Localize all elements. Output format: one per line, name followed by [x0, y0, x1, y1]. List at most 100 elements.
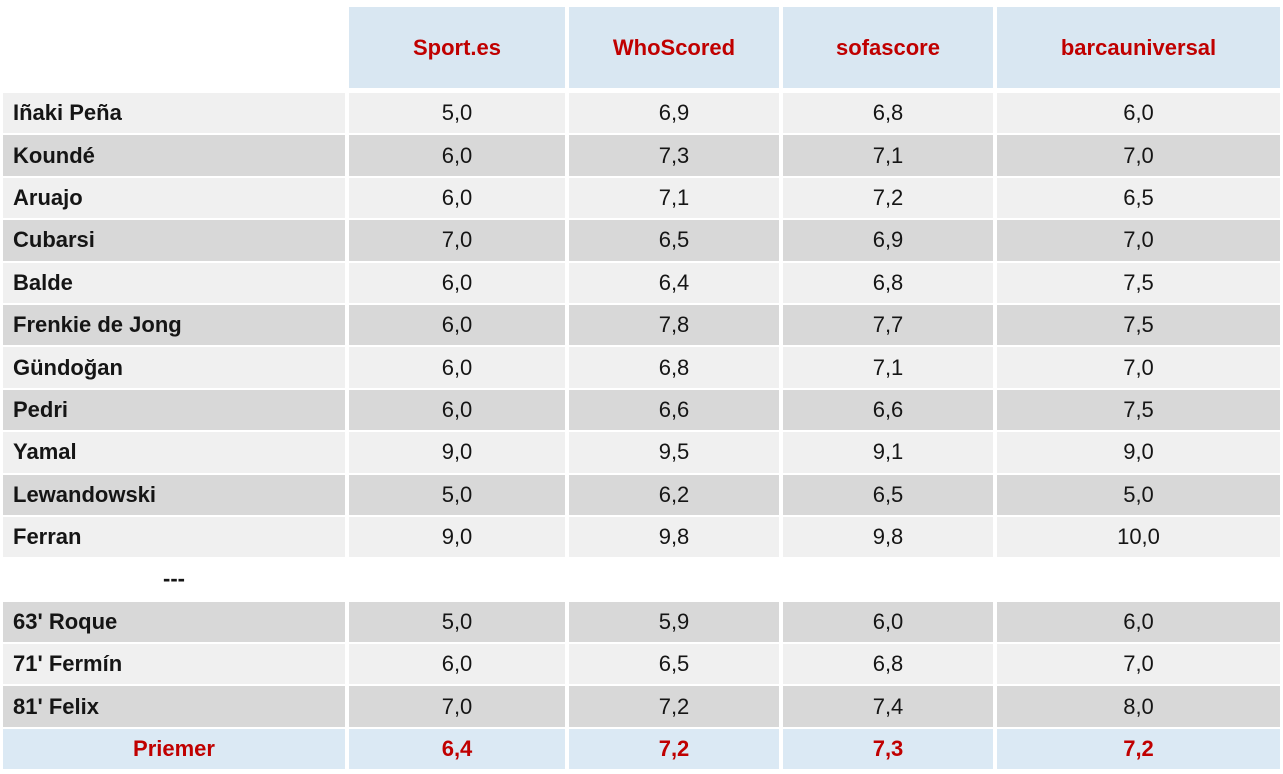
player-ratings-table: Sport.es WhoScored sofascore barcauniversal…	[3, 7, 1280, 771]
player-name-cell: 63' Roque	[3, 601, 345, 643]
rating-cell: 6,0	[349, 389, 565, 431]
rating-cell: 5,0	[349, 601, 565, 643]
rating-cell: 5,0	[349, 93, 565, 134]
rating-cell: 6,5	[783, 474, 993, 515]
rating-cell: 7,1	[783, 347, 993, 388]
player-name-cell: Balde	[3, 262, 345, 303]
rating-cell: 10,0	[997, 516, 1280, 558]
rating-cell: 6,5	[569, 220, 779, 261]
rating-cell: 7,5	[997, 304, 1280, 346]
table-row: Aruajo 6,0 7,1 7,2 6,5	[3, 177, 1280, 219]
table-row: 81' Felix 7,0 7,2 7,4 8,0	[3, 686, 1280, 727]
column-header: sofascore	[783, 7, 993, 88]
rating-cell: 7,2	[569, 686, 779, 727]
rating-cell: 6,8	[783, 644, 993, 685]
rating-cell: 5,0	[997, 474, 1280, 515]
player-name-cell: 71' Fermín	[3, 644, 345, 685]
player-name-cell: Yamal	[3, 432, 345, 473]
player-name-cell: Lewandowski	[3, 474, 345, 515]
column-header: Sport.es	[349, 7, 565, 88]
rating-cell: 9,8	[783, 516, 993, 558]
rating-cell: 6,5	[997, 177, 1280, 219]
player-name-cell: Cubarsi	[3, 220, 345, 261]
rating-cell: 6,0	[997, 93, 1280, 134]
player-name-cell: ---	[163, 566, 185, 592]
rating-cell: 6,5	[569, 644, 779, 685]
table-header-row: Sport.es WhoScored sofascore barcauniversal	[3, 7, 1280, 88]
rating-cell: 6,2	[569, 474, 779, 515]
rating-cell: 5,0	[349, 474, 565, 515]
table-row: Yamal 9,0 9,5 9,1 9,0	[3, 432, 1280, 473]
rating-cell: 7,7	[783, 304, 993, 346]
rating-cell: 7,0	[997, 220, 1280, 261]
table-row: 71' Fermín 6,0 6,5 6,8 7,0	[3, 644, 1280, 685]
rating-cell: 9,5	[569, 432, 779, 473]
rating-cell: 6,8	[783, 93, 993, 134]
column-header: WhoScored	[569, 7, 779, 88]
rating-cell: 6,9	[569, 93, 779, 134]
table-row: Priemer 6,4 7,2 7,3 7,2	[3, 728, 1280, 770]
rating-cell: 5,9	[569, 601, 779, 643]
rating-cell: 6,9	[783, 220, 993, 261]
rating-cell: 6,0	[349, 135, 565, 176]
rating-cell: 7,1	[569, 177, 779, 219]
table-row: Pedri 6,0 6,6 6,6 7,5	[3, 389, 1280, 431]
rating-cell: 7,1	[783, 135, 993, 176]
table-row: Koundé 6,0 7,3 7,1 7,0	[3, 135, 1280, 176]
rating-cell: 6,8	[783, 262, 993, 303]
table-row: 63' Roque 5,0 5,9 6,0 6,0	[3, 601, 1280, 643]
rating-cell: 7,0	[997, 644, 1280, 685]
rating-cell: 6,0	[349, 304, 565, 346]
rating-cell: 7,3	[569, 135, 779, 176]
table-row: Frenkie de Jong 6,0 7,8 7,7 7,5	[3, 304, 1280, 346]
player-name-cell: 81' Felix	[3, 686, 345, 727]
rating-cell: 7,0	[997, 135, 1280, 176]
table-row: Ferran 9,0 9,8 9,8 10,0	[3, 516, 1280, 558]
column-header: barcauniversal	[997, 7, 1280, 88]
table-row: Gündoğan 6,0 6,8 7,1 7,0	[3, 347, 1280, 388]
rating-cell: 6,8	[569, 347, 779, 388]
rating-cell: 9,8	[569, 516, 779, 558]
rating-cell: 6,0	[349, 644, 565, 685]
rating-cell	[997, 559, 1280, 599]
rating-cell: 7,2	[783, 177, 993, 219]
rating-cell: 6,6	[569, 389, 779, 431]
table-row: Lewandowski 5,0 6,2 6,5 5,0	[3, 474, 1280, 515]
rating-cell	[569, 559, 779, 599]
table-row: ---	[3, 559, 1280, 599]
player-name-cell: Pedri	[3, 389, 345, 431]
rating-cell: 7,0	[349, 220, 565, 261]
rating-cell: 7,5	[997, 389, 1280, 431]
header-corner-blank	[3, 7, 345, 88]
rating-cell: 7,8	[569, 304, 779, 346]
rating-cell: 6,0	[349, 177, 565, 219]
rating-cell: 6,0	[349, 347, 565, 388]
rating-cell: 7,5	[997, 262, 1280, 303]
player-name-cell: Koundé	[3, 135, 345, 176]
player-name-cell: Gündoğan	[3, 347, 345, 388]
player-name-cell: Frenkie de Jong	[3, 304, 345, 346]
rating-cell: 9,0	[349, 516, 565, 558]
rating-cell: 7,2	[569, 728, 779, 770]
table-row: Iñaki Peña 5,0 6,9 6,8 6,0	[3, 93, 1280, 134]
player-name-cell: Aruajo	[3, 177, 345, 219]
rating-cell: 6,4	[569, 262, 779, 303]
rating-cell: 7,2	[997, 728, 1280, 770]
player-name-cell: Ferran	[3, 516, 345, 558]
table-row: Balde 6,0 6,4 6,8 7,5	[3, 262, 1280, 303]
rating-cell: 7,4	[783, 686, 993, 727]
rating-cell: 6,0	[997, 601, 1280, 643]
rating-cell	[783, 559, 993, 599]
rating-cell: 9,0	[349, 432, 565, 473]
rating-cell: 7,3	[783, 728, 993, 770]
rating-cell: 7,0	[349, 686, 565, 727]
rating-cell: 7,0	[997, 347, 1280, 388]
player-name-cell: Priemer	[3, 728, 345, 770]
table-row: Cubarsi 7,0 6,5 6,9 7,0	[3, 220, 1280, 261]
player-name-cell: Iñaki Peña	[3, 93, 345, 134]
rating-cell: 6,0	[349, 262, 565, 303]
rating-cell: 9,0	[997, 432, 1280, 473]
rating-cell: 6,4	[349, 728, 565, 770]
rating-cell: 9,1	[783, 432, 993, 473]
